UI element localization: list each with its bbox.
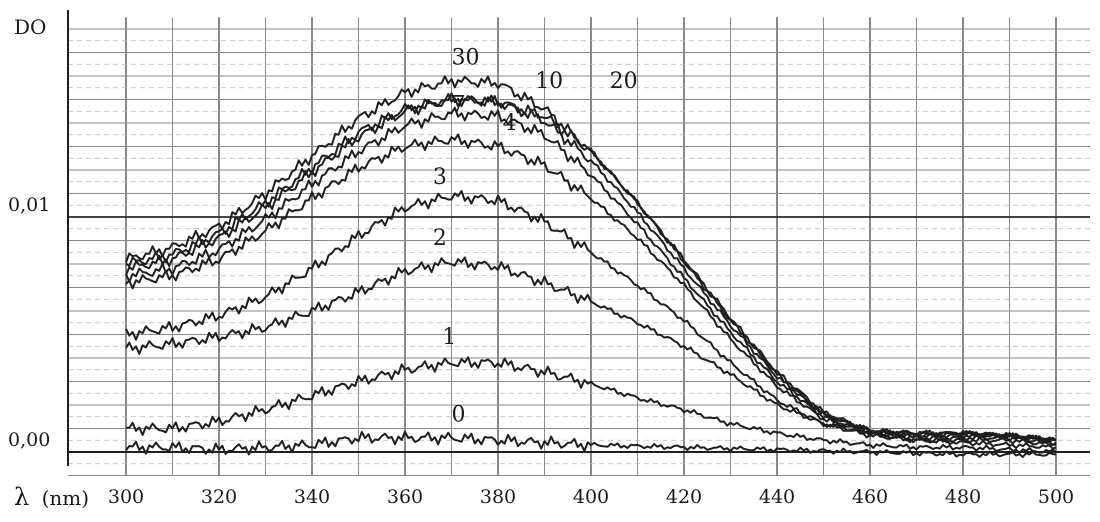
x-tick-label: 400 — [573, 486, 609, 508]
x-tick-label: 360 — [387, 486, 423, 508]
x-tick-label: 500 — [1038, 486, 1074, 508]
curve-labels: 0 1 2 3 4 7 10 20 30 — [433, 45, 638, 427]
y-tick-label: 0,00 — [8, 429, 50, 451]
x-tick-label: 460 — [852, 486, 888, 508]
x-axis-unit: (nm) — [42, 486, 89, 510]
curve-label-20: 20 — [610, 69, 638, 94]
tick-labels: 300 320 340 360 380 400 420 440 460 480 500 0,00 0,0… — [8, 194, 1074, 508]
x-tick-label: 480 — [945, 486, 981, 508]
curve-label-10: 10 — [535, 69, 563, 94]
x-tick-label: 340 — [294, 486, 330, 508]
curve-label-30: 30 — [452, 45, 480, 70]
curve-label-2: 2 — [433, 226, 447, 251]
x-tick-label: 320 — [201, 486, 237, 508]
series-line-30 — [125, 75, 1057, 443]
y-tick-label: 0,01 — [8, 194, 50, 216]
curve-label-7: 7 — [452, 92, 466, 117]
x-tick-label: 420 — [666, 486, 702, 508]
curve-label-1: 1 — [442, 325, 456, 350]
axes: DO λ (nm) — [14, 10, 1090, 511]
y-axis-title: DO — [14, 15, 46, 39]
x-tick-label: 380 — [480, 486, 516, 508]
grid — [68, 17, 1090, 476]
series-line-1 — [125, 356, 1057, 454]
curve-label-3: 3 — [433, 165, 447, 190]
x-tick-label: 440 — [759, 486, 795, 508]
curve-label-4: 4 — [503, 111, 517, 136]
x-axis-symbol: λ — [14, 483, 29, 511]
series-line-10 — [125, 92, 1057, 443]
x-axis-title: λ (nm) — [14, 483, 89, 511]
series-line-4 — [125, 133, 1057, 446]
x-tick-label: 300 — [108, 486, 144, 508]
series-line-0 — [125, 430, 1057, 458]
series — [125, 75, 1057, 458]
curve-label-0: 0 — [452, 402, 466, 427]
